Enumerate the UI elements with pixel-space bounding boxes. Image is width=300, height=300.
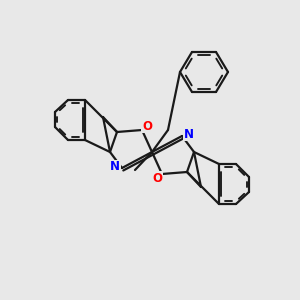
Text: N: N	[110, 160, 120, 173]
Text: O: O	[142, 119, 152, 133]
Text: N: N	[184, 128, 194, 140]
Text: O: O	[152, 172, 162, 184]
